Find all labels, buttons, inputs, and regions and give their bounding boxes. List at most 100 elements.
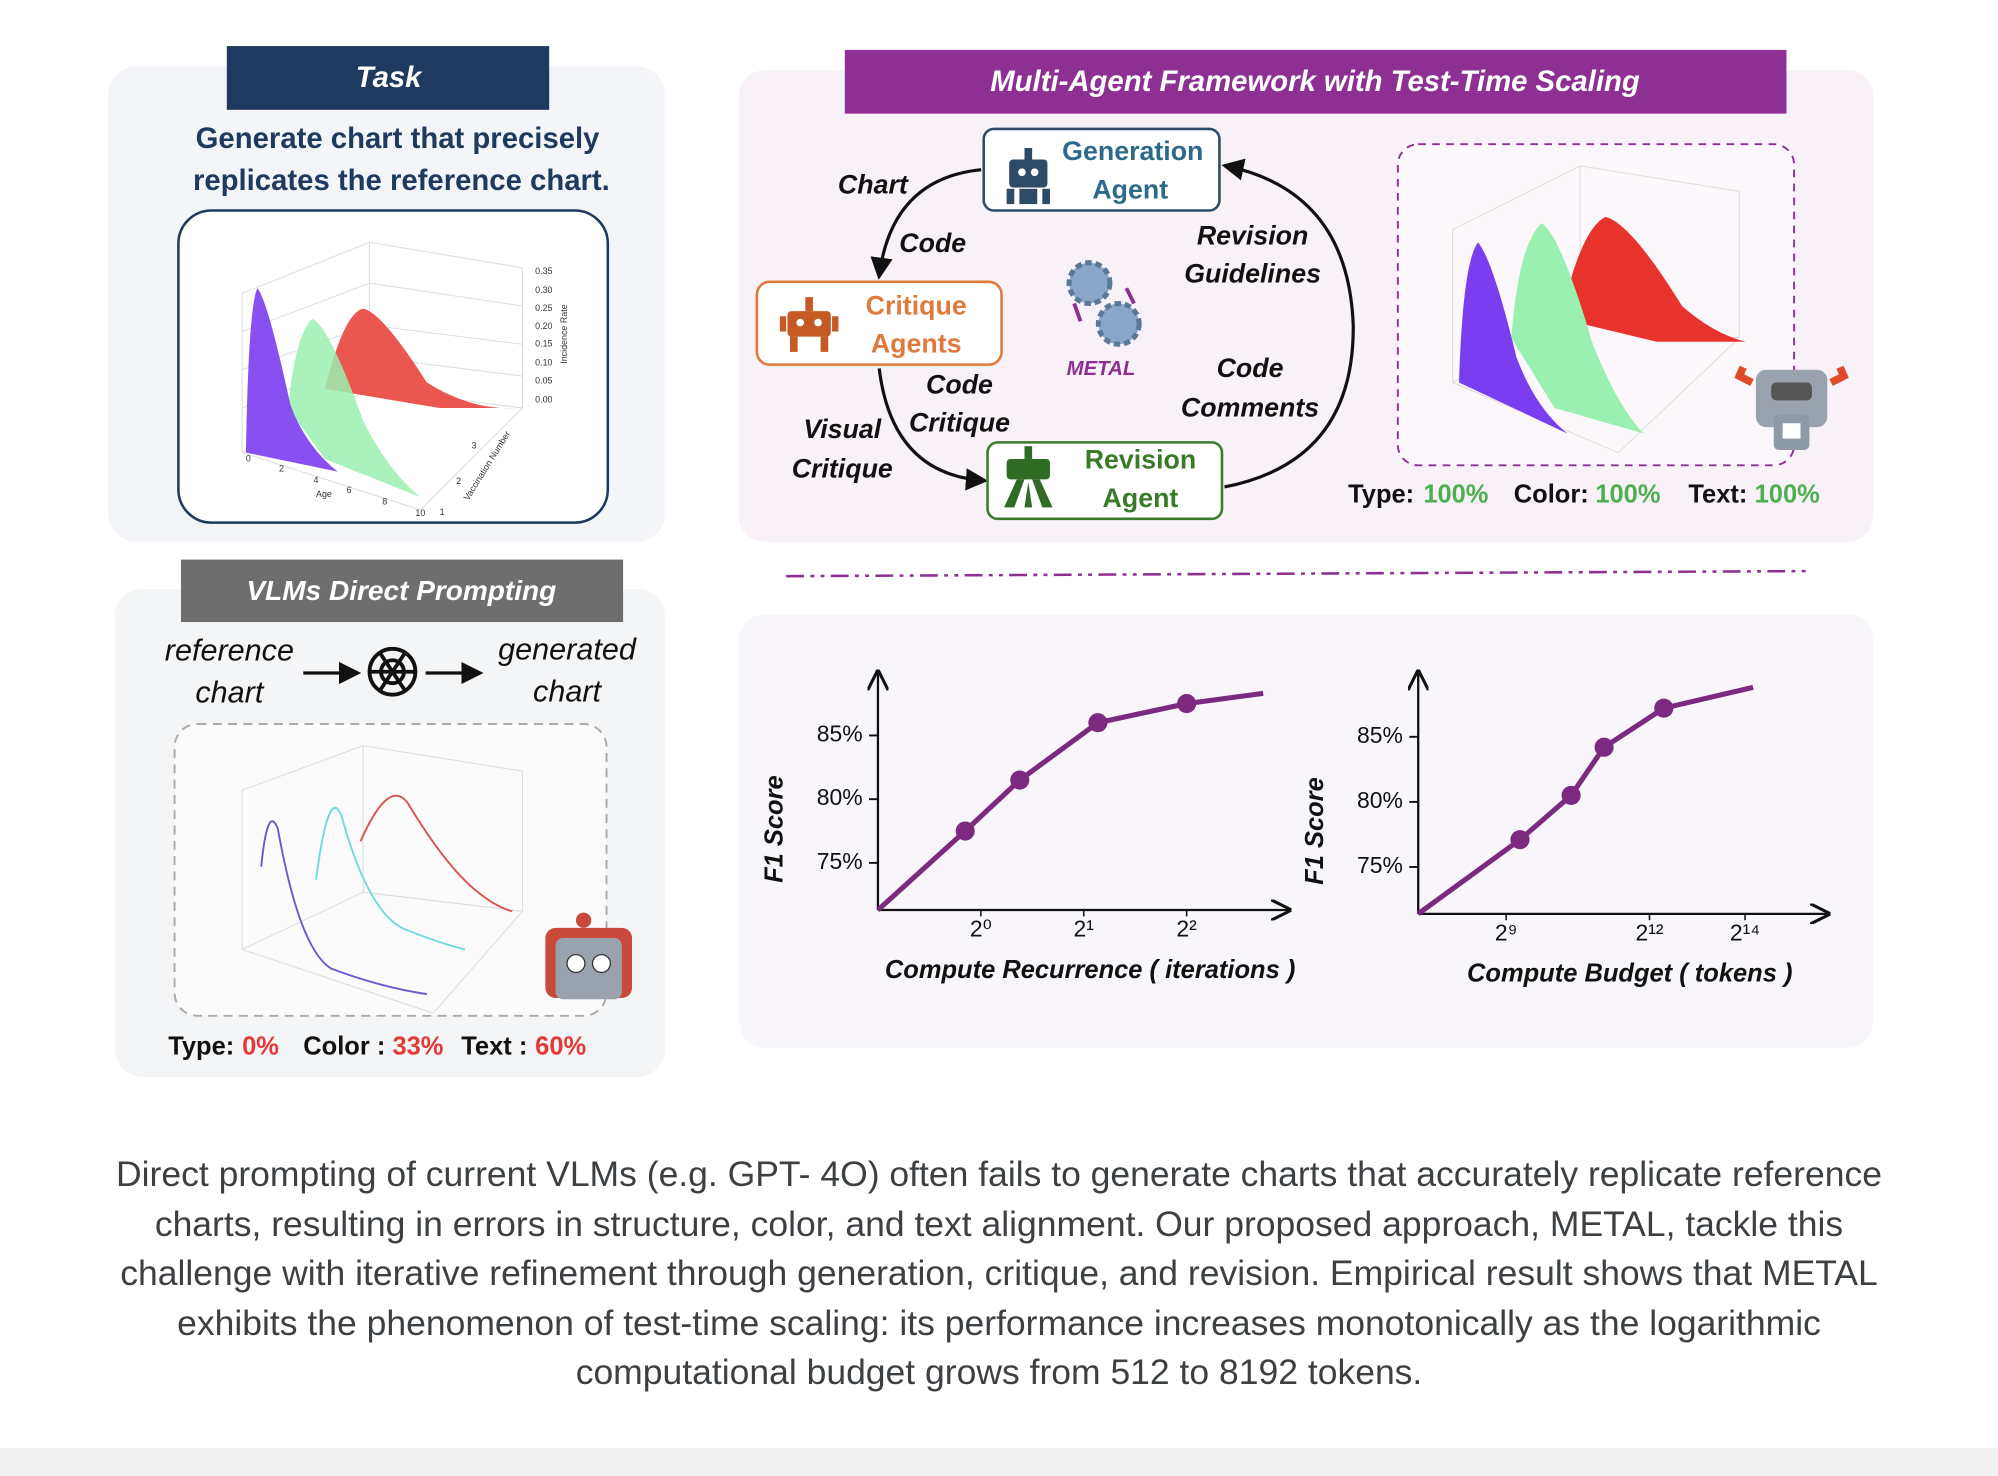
data-point — [1177, 694, 1197, 714]
flow-arrow — [877, 368, 989, 491]
x-tick: 2 — [279, 463, 284, 473]
task-title: Task — [356, 61, 423, 94]
x-tick-label: 2⁹ — [1495, 919, 1518, 945]
generated-green-area — [1511, 223, 1644, 434]
y-tick-label: 75% — [817, 848, 863, 874]
data-point — [1561, 785, 1581, 805]
y-tick-label: 75% — [1357, 852, 1403, 878]
score-value: 33% — [392, 1032, 443, 1060]
agent-label: Agent — [1103, 483, 1179, 513]
z-tick: 0.05 — [535, 376, 552, 386]
generated-purple-area — [1458, 242, 1568, 434]
task-text: replicates the reference chart. — [193, 164, 610, 197]
score-label: Text : — [461, 1032, 527, 1060]
x-label: Age — [316, 489, 332, 499]
x-tick-label: 2¹ — [1074, 915, 1095, 941]
agent-label: Revision — [1085, 445, 1197, 475]
direct-cyan-line — [315, 806, 466, 951]
score-label: Text: — [1688, 481, 1747, 509]
flow-label: Critique — [792, 453, 893, 483]
reference-green-area — [287, 318, 421, 498]
series-line — [876, 690, 1264, 912]
x-axis-label: Compute Budget ( tokens ) — [1467, 960, 1792, 988]
x-tick-label: 2¹² — [1635, 919, 1663, 945]
dizzy-robot — [545, 912, 633, 1000]
x-tick: 6 — [347, 485, 352, 495]
score-label: Type: — [1348, 481, 1414, 509]
generated-red-area — [1560, 216, 1746, 342]
z-tick: 0.15 — [535, 339, 552, 349]
data-point — [1654, 698, 1674, 718]
reference-red-area — [324, 308, 517, 409]
score-label: Color : — [303, 1032, 385, 1060]
z-tick: 0.00 — [535, 395, 552, 405]
x-axis-label: Compute Recurrence ( iterations ) — [885, 956, 1295, 984]
y-tick-label: 85% — [1357, 722, 1403, 748]
flow-arrow — [1221, 158, 1355, 489]
data-point — [955, 821, 975, 841]
y-tick-label: 80% — [817, 784, 863, 810]
reference-purple-area — [245, 288, 338, 472]
flow-label: Code — [926, 369, 993, 399]
score-value: 100% — [1423, 481, 1488, 509]
z-tick: 0.10 — [535, 358, 552, 368]
reference-label: reference — [165, 634, 294, 668]
framework-title: Multi-Agent Framework with Test-Time Sca… — [990, 65, 1640, 98]
y-tick: 2 — [456, 476, 461, 486]
direct-title: VLMs Direct Prompting — [247, 575, 557, 606]
flow-arrow — [870, 168, 982, 280]
direct-title-bar — [180, 559, 624, 623]
metal-gears — [1066, 260, 1142, 347]
flow-label: Revision — [1197, 220, 1309, 250]
task-text: Generate chart that precisely — [196, 122, 601, 155]
y-axis-label: F1 Score — [1301, 777, 1329, 885]
x-tick: 0 — [246, 453, 251, 463]
direct-image-frame — [173, 723, 608, 1017]
separator — [786, 569, 1810, 578]
caption: Direct prompting of current VLMs (e.g. G… — [116, 1154, 1882, 1393]
data-point — [1010, 770, 1030, 790]
direct-red-line — [359, 794, 513, 913]
z-tick: 0.35 — [535, 266, 552, 276]
score-value: 100% — [1755, 481, 1820, 509]
flow-label: Code — [899, 228, 966, 258]
data-point — [1088, 713, 1108, 733]
data-point — [1594, 737, 1614, 757]
reference-label: chart — [195, 676, 264, 710]
x-tick-label: 2⁰ — [970, 915, 992, 941]
y-tick-label: 85% — [817, 721, 863, 747]
generated-label: chart — [533, 674, 602, 708]
x-tick-label: 2² — [1176, 915, 1197, 941]
y-tick-label: 80% — [1357, 787, 1403, 813]
generated-label: generated — [498, 632, 637, 666]
task-title-bar — [226, 46, 550, 110]
y-tick: 3 — [471, 441, 476, 451]
robot-icon — [779, 297, 839, 352]
y-axis-label: F1 Score — [761, 775, 789, 883]
flow-label: Critique — [909, 408, 1010, 438]
x-tick: 10 — [415, 508, 425, 518]
z-tick: 0.20 — [535, 321, 552, 331]
y-tick: 1 — [440, 507, 445, 517]
framework-title-bar — [844, 49, 1787, 114]
critique-agents-box — [755, 280, 1003, 366]
score-value: 100% — [1595, 481, 1660, 509]
x-tick-label: 2¹⁴ — [1730, 919, 1760, 945]
score-label: Color: — [1514, 481, 1589, 509]
z-tick: 0.25 — [535, 303, 552, 313]
series-line — [1416, 684, 1754, 916]
happy-robot — [1734, 365, 1849, 451]
center-label: METAL — [1067, 358, 1136, 380]
agent-label: Generation — [1062, 136, 1203, 166]
flow-label: Visual — [803, 414, 881, 444]
flow-label: Chart — [838, 169, 909, 199]
direct-purple-line — [260, 820, 428, 996]
bottom-strip — [0, 1447, 1998, 1476]
score-label: Type: — [168, 1032, 234, 1060]
vlm-logo — [367, 646, 418, 697]
x-tick: 8 — [382, 497, 387, 507]
flow-label: Comments — [1181, 392, 1319, 422]
